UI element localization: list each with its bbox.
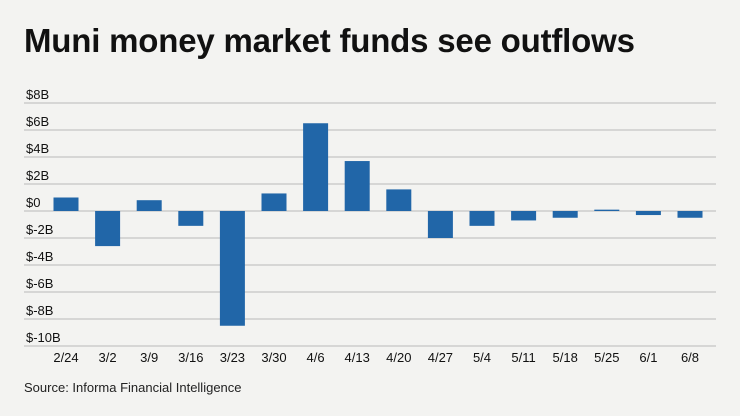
y-tick-label: $-2B — [26, 222, 53, 237]
x-tick-label: 4/13 — [345, 350, 370, 365]
x-tick-label: 3/2 — [99, 350, 117, 365]
bars — [53, 123, 703, 326]
x-tick-label: 6/1 — [639, 350, 657, 365]
y-axis-labels: $8B $6B $4B $2B $0 $-2B $-4B $-6B $-8B $-10B — [26, 87, 61, 345]
bar-5-4 — [469, 211, 495, 226]
source-note: Source: Informa Financial Intelligence — [24, 380, 242, 395]
bar-3-9 — [136, 200, 162, 211]
x-tick-label: 5/18 — [553, 350, 578, 365]
y-tick-label: $2B — [26, 168, 49, 183]
bar-4-6 — [303, 123, 329, 211]
y-tick-label: $-8B — [26, 303, 53, 318]
gridlines — [24, 102, 716, 347]
bar-2-24 — [53, 197, 79, 211]
bar-5-25 — [594, 209, 620, 211]
bar-5-11 — [511, 211, 537, 221]
bar-6-1 — [635, 211, 661, 216]
bar-5-18 — [552, 211, 578, 218]
bar-3-23 — [219, 211, 245, 326]
x-tick-label: 3/16 — [178, 350, 203, 365]
chart-title: Muni money market funds see outflows — [24, 22, 635, 59]
bar-4-20 — [386, 189, 412, 211]
bar-4-13 — [344, 161, 370, 211]
y-tick-label: $-10B — [26, 330, 61, 345]
x-tick-label: 5/4 — [473, 350, 491, 365]
x-tick-label: 5/25 — [594, 350, 619, 365]
x-tick-label: 3/9 — [140, 350, 158, 365]
bar-3-16 — [178, 211, 204, 226]
bar-3-30 — [261, 193, 287, 211]
y-tick-label: $0 — [26, 195, 40, 210]
x-tick-label: 3/23 — [220, 350, 245, 365]
x-tick-label: 4/20 — [386, 350, 411, 365]
bar-6-8 — [677, 211, 703, 218]
x-tick-label: 3/30 — [261, 350, 286, 365]
bar-4-27 — [427, 211, 453, 238]
x-axis-labels: 2/24 3/2 3/9 3/16 3/23 3/30 4/6 4/13 4/20 4/27 5/4… — [53, 350, 699, 365]
x-tick-label: 6/8 — [681, 350, 699, 365]
x-tick-label: 5/11 — [511, 350, 535, 365]
x-tick-label: 2/24 — [53, 350, 78, 365]
bar-3-2 — [95, 211, 121, 247]
y-tick-label: $4B — [26, 141, 49, 156]
y-tick-label: $8B — [26, 87, 49, 102]
y-tick-label: $-6B — [26, 276, 53, 291]
x-tick-label: 4/27 — [428, 350, 453, 365]
y-tick-label: $6B — [26, 114, 49, 129]
y-tick-label: $-4B — [26, 249, 53, 264]
x-tick-label: 4/6 — [307, 350, 325, 365]
